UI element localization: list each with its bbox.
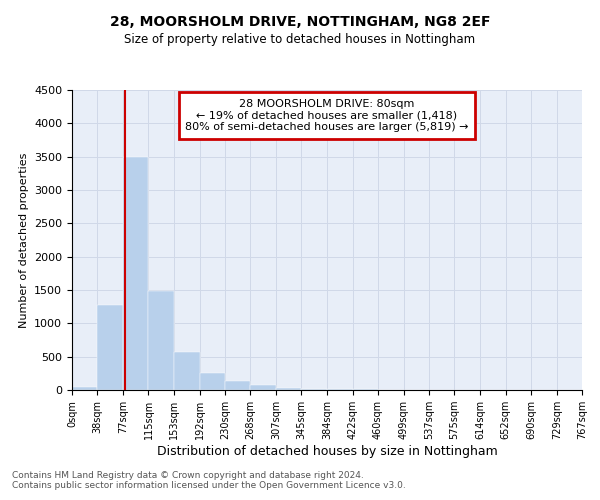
Y-axis label: Number of detached properties: Number of detached properties xyxy=(19,152,29,328)
Bar xyxy=(174,352,200,390)
Bar xyxy=(200,374,225,390)
Bar xyxy=(148,292,174,390)
Text: Size of property relative to detached houses in Nottingham: Size of property relative to detached ho… xyxy=(124,32,476,46)
Bar xyxy=(328,389,353,390)
X-axis label: Distribution of detached houses by size in Nottingham: Distribution of detached houses by size … xyxy=(157,445,497,458)
Text: 28, MOORSHOLM DRIVE, NOTTINGHAM, NG8 2EF: 28, MOORSHOLM DRIVE, NOTTINGHAM, NG8 2EF xyxy=(110,15,490,29)
Bar xyxy=(97,306,123,390)
Bar xyxy=(123,156,148,390)
Bar xyxy=(301,388,328,390)
Bar xyxy=(250,384,276,390)
Bar xyxy=(72,386,97,390)
Bar xyxy=(225,380,250,390)
Bar xyxy=(276,388,301,390)
Text: 28 MOORSHOLM DRIVE: 80sqm
← 19% of detached houses are smaller (1,418)
80% of se: 28 MOORSHOLM DRIVE: 80sqm ← 19% of detac… xyxy=(185,99,469,132)
Text: Contains HM Land Registry data © Crown copyright and database right 2024.
Contai: Contains HM Land Registry data © Crown c… xyxy=(12,470,406,490)
